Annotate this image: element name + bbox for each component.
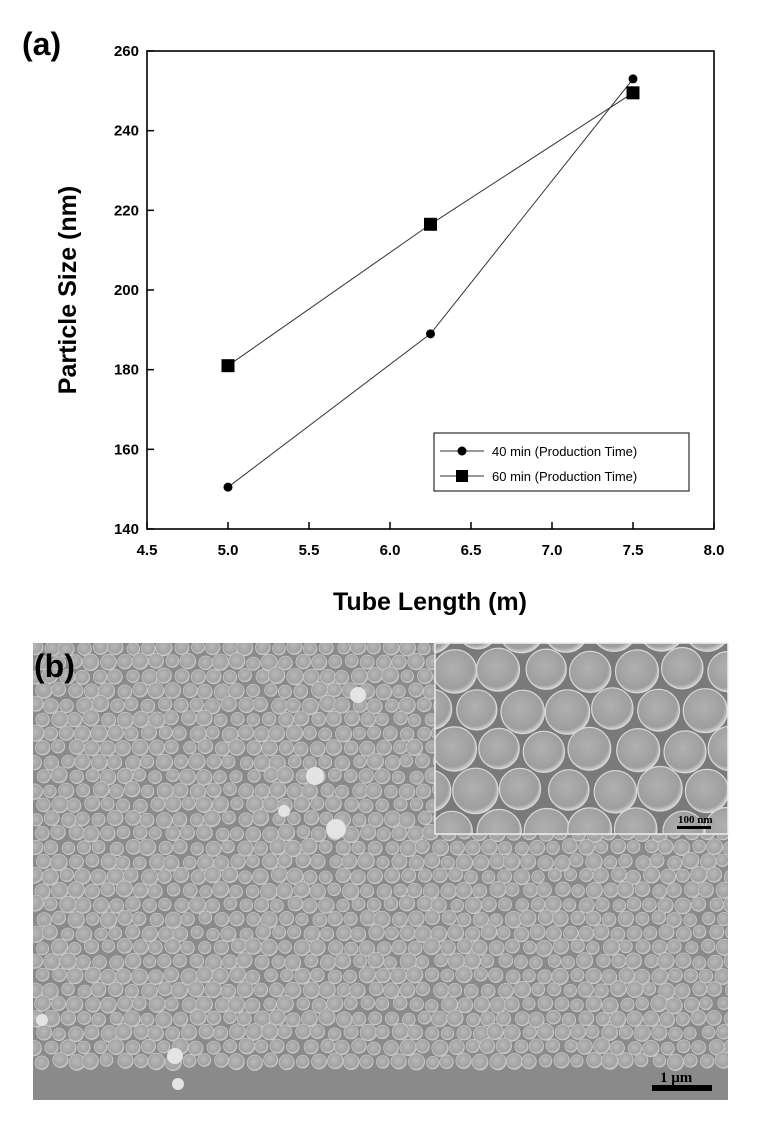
y-tick-label: 180: [114, 362, 139, 379]
inset-scale-bar: [677, 826, 711, 829]
y-tick-label: 220: [114, 202, 139, 219]
x-axis-ticks: 4.5 5.0 5.5 6.0 6.5 7.0 7.5 8.0: [137, 522, 725, 559]
x-tick-label: 8.0: [704, 542, 725, 559]
y-tick-label: 160: [114, 441, 139, 458]
line-chart: 4.5 5.0 5.5 6.0 6.5 7.0 7.5 8.0 140 160 180 200 220…: [54, 43, 724, 616]
panel-b-label: (b): [34, 648, 75, 684]
y-tick-label: 240: [114, 123, 139, 140]
sem-inset: 100 nm: [434, 642, 729, 835]
inset-scale-label: 100 nm: [678, 814, 713, 826]
y-axis-title: Particle Size (nm): [54, 186, 82, 394]
inset-border: [434, 642, 729, 835]
legend-marker-40min: [457, 446, 467, 456]
data-point-60min: [626, 86, 640, 100]
x-axis-title: Tube Length (m): [333, 588, 527, 616]
panel-a-label: (a): [22, 26, 61, 62]
y-tick-label: 140: [114, 521, 139, 538]
y-tick-label: 200: [114, 282, 139, 299]
main-scale-bar: [652, 1085, 712, 1091]
data-point-40min: [426, 329, 435, 339]
x-tick-label: 6.5: [461, 542, 482, 559]
sem-bright-particles: [36, 687, 366, 1090]
y-tick-label: 260: [114, 43, 139, 60]
legend-label-60min: 60 min (Production Time): [492, 469, 637, 484]
x-tick-label: 5.5: [299, 542, 320, 559]
x-tick-label: 7.5: [623, 542, 644, 559]
data-point-60min: [424, 217, 437, 231]
x-tick-label: 5.0: [218, 542, 239, 559]
x-tick-label: 6.0: [380, 542, 401, 559]
data-point-40min: [628, 74, 638, 84]
data-point-60min: [221, 359, 235, 373]
series-layer: [221, 74, 640, 492]
x-tick-label: 4.5: [137, 542, 158, 559]
y-axis-ticks: 140 160 180 200 220 240 260: [114, 43, 154, 538]
main-scale-label: 1 μm: [660, 1070, 693, 1086]
series-line-0: [227, 78, 634, 488]
legend-marker-60min: [456, 470, 468, 482]
data-point-40min: [223, 482, 233, 492]
legend-label-40min: 40 min (Production Time): [492, 444, 637, 459]
legend-box: [433, 432, 690, 492]
x-tick-label: 7.0: [542, 542, 563, 559]
legend: 40 min (Production Time) 60 min (Product…: [433, 432, 690, 492]
sem-micrograph: 100 nm (b) 1 μm: [33, 642, 729, 1100]
inset-particle-field: [435, 643, 728, 834]
